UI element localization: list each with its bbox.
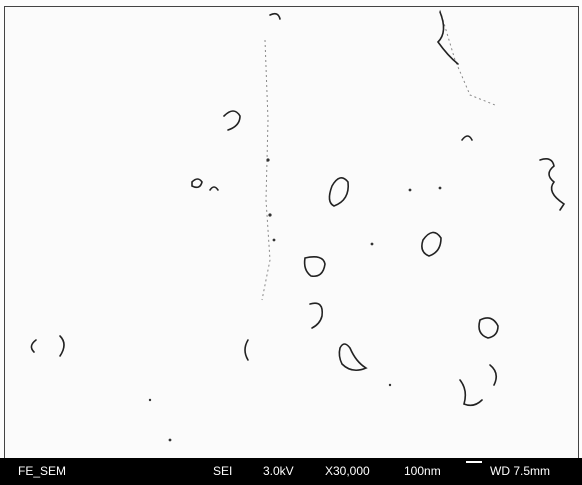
image-frame <box>4 6 579 459</box>
specimen-features <box>30 9 566 442</box>
detector-name: FE_SEM <box>18 464 66 478</box>
working-distance: WD 7.5mm <box>490 464 550 478</box>
signal: SEI <box>213 464 232 478</box>
voltage: 3.0kV <box>263 464 294 478</box>
info-bar <box>0 458 582 485</box>
scale-bar-label: 100nm <box>404 464 441 478</box>
magnification: X30,000 <box>325 464 370 478</box>
